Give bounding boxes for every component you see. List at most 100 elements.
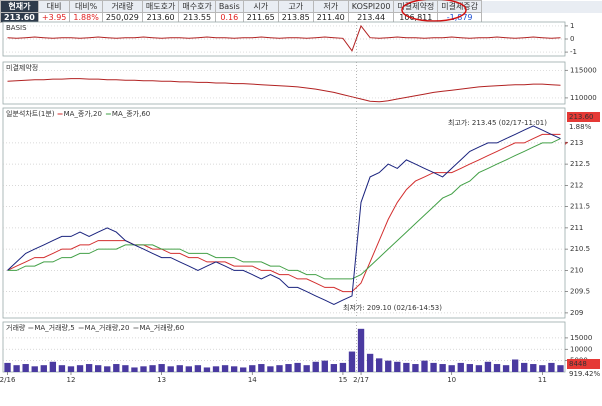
volume-bar (185, 366, 192, 372)
volume-bar (95, 365, 102, 372)
ma-line (7, 133, 561, 293)
volume-bar (158, 364, 165, 372)
quote-table: 현재가 대비 대비% 거래량 매도호가 매수호가 Basis 시가 고가 저가 KOSPI200 미결… (0, 0, 602, 23)
quote-label: 매도호가 (141, 0, 180, 13)
panel-title: 거래량 (6, 323, 26, 332)
volume-bar (557, 365, 564, 372)
current-value: 213.60 (569, 113, 594, 121)
volume-bar (376, 358, 383, 372)
x-tick-label: 14 (248, 376, 257, 384)
volume-bar (530, 364, 537, 372)
quote-label: 현재가 (0, 0, 39, 13)
volume-bar (85, 364, 93, 372)
y-tick-label: 213 (570, 139, 583, 147)
quote-label: 대비 (37, 0, 71, 13)
y-tick-label: 15000 (570, 334, 592, 342)
x-tick-label: 10 (447, 376, 456, 384)
volume-bar (357, 328, 365, 372)
volume-bar (113, 364, 120, 372)
volume-bar (493, 364, 501, 372)
volume-bar (439, 364, 446, 372)
y-tick-label: -1 (570, 48, 577, 56)
volume-bar (140, 366, 147, 372)
y-tick-label: 210 (570, 266, 583, 274)
volume-bar (4, 362, 11, 372)
y-tick-label: 212.5 (570, 160, 590, 168)
volume-bar (76, 365, 84, 372)
data-line (7, 125, 561, 305)
volume-bar (58, 365, 66, 372)
current-value: 8448 (569, 360, 587, 368)
volume-bar (176, 365, 183, 372)
x-tick-label: 12 (67, 376, 76, 384)
x-tick-label: 11 (538, 376, 547, 384)
volume-bar (385, 360, 392, 372)
legend-label: MA_종가,60 (112, 109, 150, 118)
volume-bar (167, 366, 174, 372)
volume-bar (212, 366, 220, 372)
y-tick-label: 210.5 (570, 245, 590, 253)
volume-bar (258, 364, 265, 372)
volume-bar (448, 365, 455, 372)
volume-bar (267, 366, 274, 372)
quote-label: 고가 (277, 0, 314, 13)
quote-label: KOSPI200 (347, 0, 395, 13)
volume-bar (466, 364, 473, 372)
x-tick-label: 2/16 (0, 376, 16, 384)
volume-bar (303, 365, 310, 372)
current-value-box (567, 359, 600, 369)
quote-label: 매수호가 (178, 0, 216, 13)
data-line (7, 78, 561, 103)
ma-line (7, 138, 561, 280)
high-note: 최고가: 213.45 (02/17-11:01) (448, 118, 547, 127)
volume-bar (276, 365, 283, 372)
volume-bar (67, 366, 75, 372)
panel-frame (2, 321, 566, 373)
volume-bar (221, 365, 229, 372)
volume-bar (285, 364, 292, 372)
volume-bar (40, 365, 47, 372)
highlight-circle (401, 0, 467, 22)
panel-title: 미결제약정 (6, 63, 38, 72)
volume-bar (104, 366, 111, 372)
volume-bar (430, 362, 437, 372)
volume-bar (49, 361, 57, 372)
y-tick-label: 209 (570, 309, 583, 317)
volume-bar (321, 360, 328, 372)
legend-label: MA_거래량,5 (34, 323, 74, 332)
low-note: 최저가: 209.10 (02/16-14:53) (343, 303, 442, 312)
volume-bar (457, 362, 464, 372)
y-tick-label: 1 (570, 22, 574, 30)
quote-values: 213.60 +3.95 1.88% 250,029 213.60 213.55 0.16 2… (0, 12, 602, 23)
x-tick-label: 13 (157, 376, 166, 384)
x-tick-label: 2/17 (353, 376, 369, 384)
volume-bar (403, 362, 410, 372)
y-tick-label: 211 (570, 224, 583, 232)
volume-bar (240, 367, 247, 372)
panel-frame (2, 61, 566, 105)
spacer (481, 0, 602, 13)
y-tick-label: 110000 (570, 94, 597, 102)
volume-bar (312, 361, 319, 372)
volume-bar (294, 362, 301, 372)
volume-bar (131, 367, 138, 372)
current-value-box (567, 112, 600, 122)
volume-bar (203, 367, 211, 372)
volume-bar (122, 365, 129, 372)
legend-label: MA_거래량,60 (139, 323, 184, 332)
data-line (7, 24, 561, 52)
quote-label: 시가 (242, 0, 279, 13)
volume-bar (484, 361, 492, 372)
legend-label: MA_거래량,20 (85, 323, 130, 332)
volume-bar (330, 364, 338, 372)
volume-bar (22, 364, 29, 372)
panel-frame (2, 107, 566, 319)
y-tick-label: 209.5 (570, 288, 590, 296)
y-tick-label: 10000 (570, 345, 592, 353)
current-change: 1.88% (569, 123, 592, 131)
volume-bar (13, 365, 20, 372)
panel-title: 일분석차트(1분) (6, 109, 55, 118)
y-tick-label: 212 (570, 181, 583, 189)
